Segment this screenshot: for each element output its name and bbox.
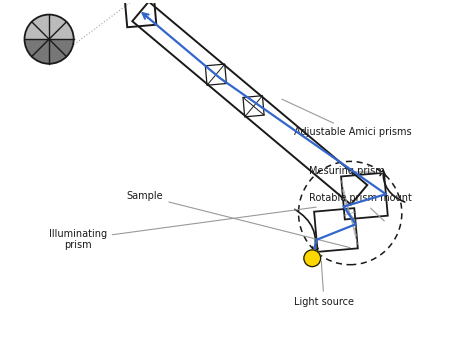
Circle shape [304,250,320,267]
Text: Light source: Light source [294,261,354,307]
Text: Scale: Scale [0,341,1,342]
Wedge shape [25,15,73,39]
Text: Illuminating
prism: Illuminating prism [48,207,316,250]
Text: Sample: Sample [127,191,350,248]
Text: Mesuring prism: Mesuring prism [309,167,384,176]
Text: Adjustable Amici prisms: Adjustable Amici prisms [282,99,412,137]
Wedge shape [25,39,73,64]
Text: Rotable prism mount: Rotable prism mount [309,194,412,221]
